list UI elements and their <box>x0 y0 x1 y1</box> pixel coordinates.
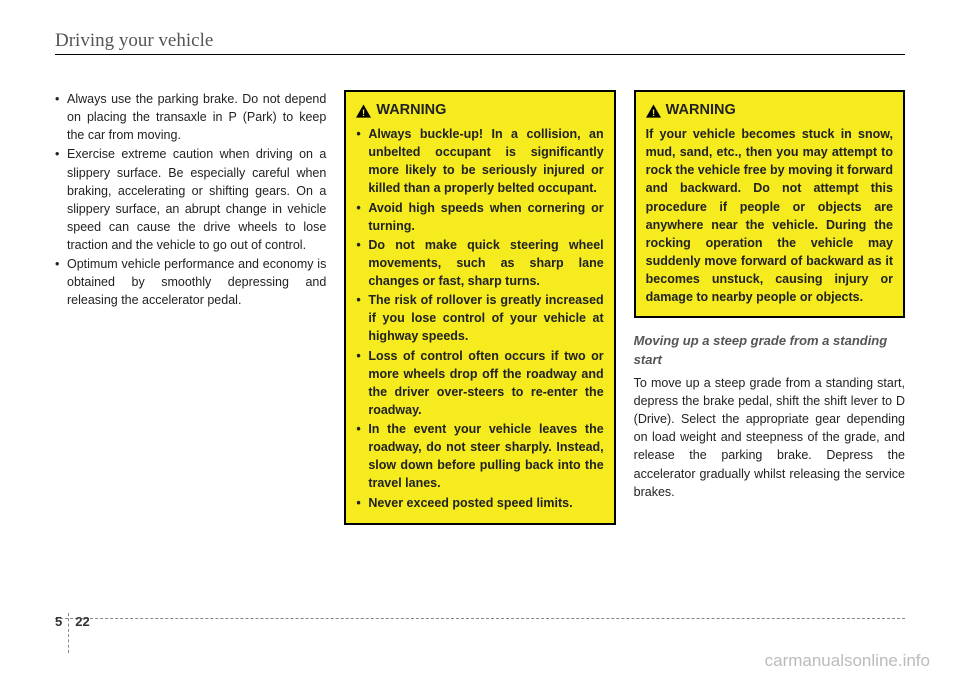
manual-page: Driving your vehicle Always use the park… <box>0 0 960 559</box>
warning-box-1: ! WARNING Always buckle-up! In a collisi… <box>344 90 615 525</box>
page-number: 5 22 <box>55 601 90 641</box>
footer-rule <box>55 618 905 619</box>
warning2-text: If your vehicle becomes stuck in snow, m… <box>646 125 893 306</box>
svg-text:!: ! <box>652 108 655 118</box>
warning-label: WARNING <box>376 100 446 121</box>
warning-icon: ! <box>646 104 661 118</box>
col3-paragraph: To move up a steep grade from a standing… <box>634 374 905 501</box>
col1-bullet: Always use the parking brake. Do not dep… <box>55 90 326 144</box>
page-num-divider <box>68 613 69 653</box>
warning-box-2: ! WARNING If your vehicle becomes stuck … <box>634 90 905 318</box>
warning1-bullet: Do not make quick steering wheel movemen… <box>356 236 603 290</box>
warning1-bullet: In the event your vehicle leaves the roa… <box>356 420 603 493</box>
warning1-bullet: Never exceed posted speed limits. <box>356 494 603 512</box>
section-number: 5 <box>55 614 66 629</box>
col1-bullet: Optimum vehicle performance and economy … <box>55 255 326 309</box>
warning1-bullet-list: Always buckle-up! In a collision, an unb… <box>356 125 603 512</box>
warning-icon: ! <box>356 104 371 118</box>
col3-subheading: Moving up a steep grade from a standing … <box>634 332 905 370</box>
page-number-value: 22 <box>71 614 89 629</box>
page-header: Driving your vehicle <box>55 30 905 55</box>
warning-label: WARNING <box>666 100 736 121</box>
content-columns: Always use the parking brake. Do not dep… <box>55 90 905 539</box>
col1-bullet-list: Always use the parking brake. Do not dep… <box>55 90 326 310</box>
warning1-bullet: Loss of control often occurs if two or m… <box>356 347 603 420</box>
watermark: carmanualsonline.info <box>765 651 930 671</box>
warning-title: ! WARNING <box>356 100 603 121</box>
header-title: Driving your vehicle <box>55 30 275 55</box>
warning-title: ! WARNING <box>646 100 893 121</box>
column-1: Always use the parking brake. Do not dep… <box>55 90 326 539</box>
column-2: ! WARNING Always buckle-up! In a collisi… <box>344 90 615 539</box>
warning1-bullet: Always buckle-up! In a collision, an unb… <box>356 125 603 198</box>
column-3: ! WARNING If your vehicle becomes stuck … <box>634 90 905 539</box>
svg-text:!: ! <box>362 108 365 118</box>
warning1-bullet: Avoid high speeds when cornering or turn… <box>356 199 603 235</box>
col1-bullet: Exercise extreme caution when driving on… <box>55 145 326 254</box>
warning1-bullet: The risk of rollover is greatly increase… <box>356 291 603 345</box>
